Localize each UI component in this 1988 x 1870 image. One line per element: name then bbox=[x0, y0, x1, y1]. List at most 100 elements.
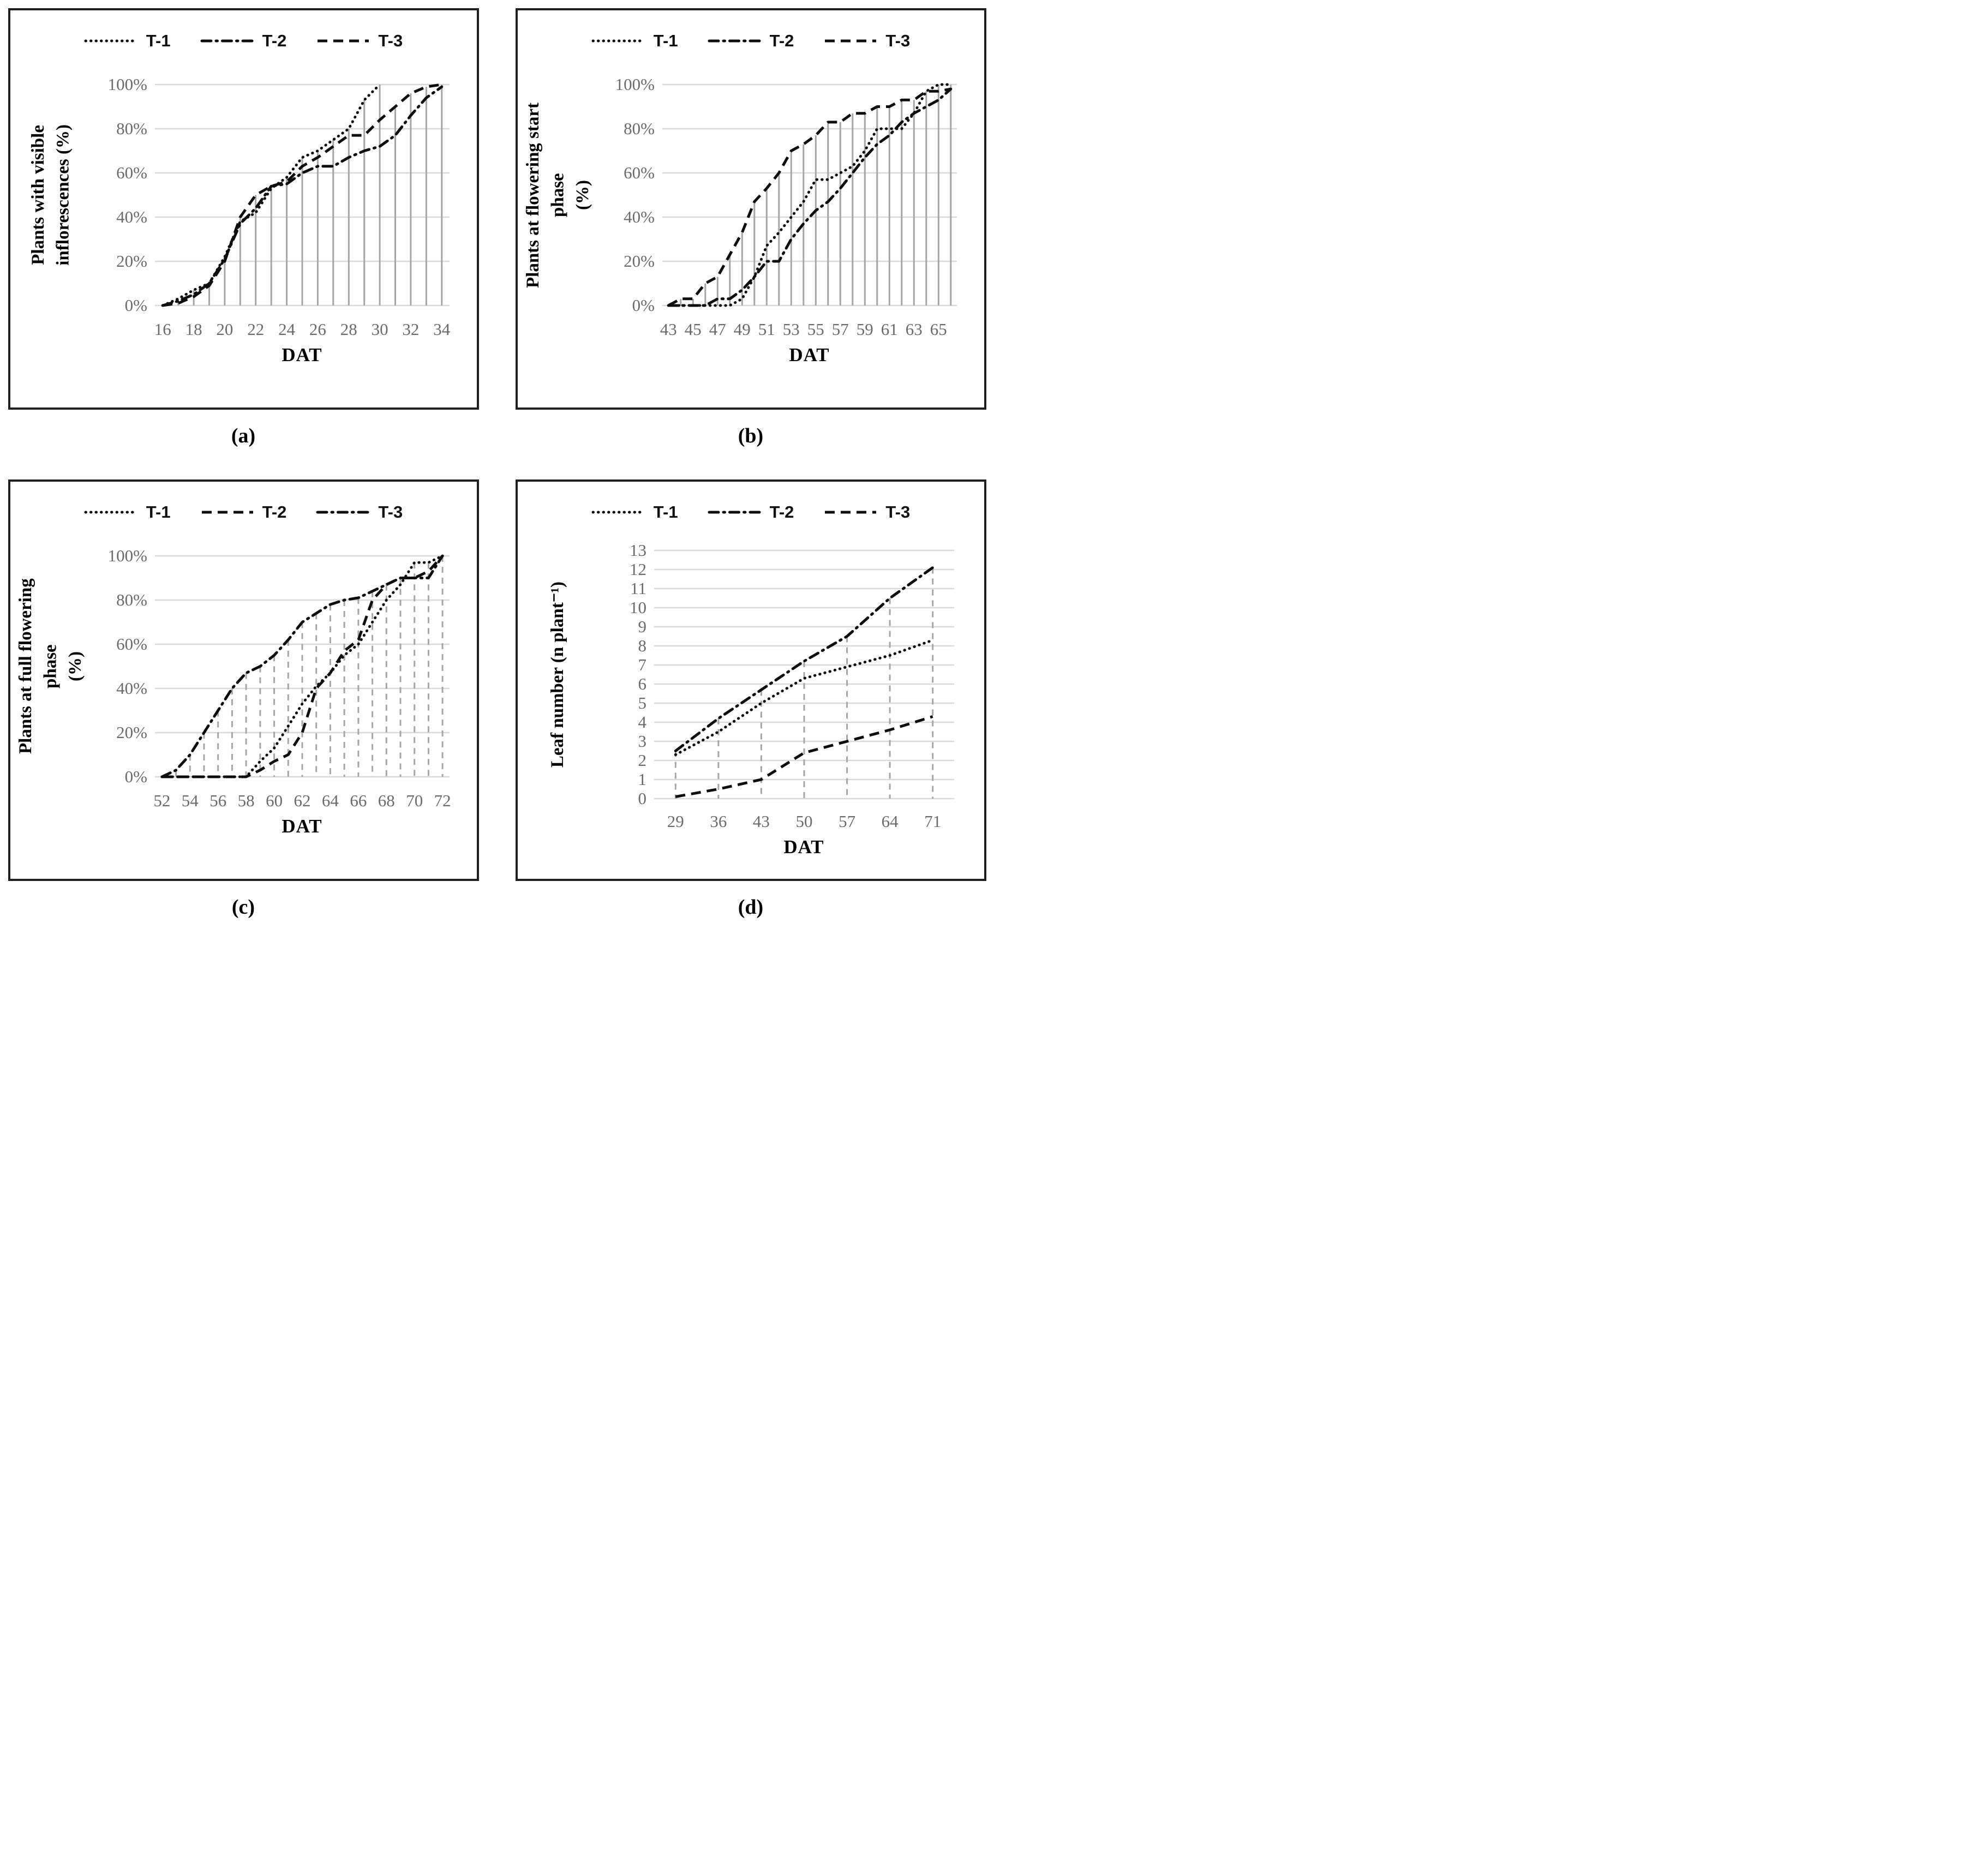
svg-text:64: 64 bbox=[321, 791, 339, 810]
svg-text:55: 55 bbox=[807, 320, 824, 339]
svg-text:100%: 100% bbox=[107, 75, 147, 94]
svg-text:49: 49 bbox=[733, 320, 750, 339]
y-axis-title-wrap: Plants at full flowering phase (%) bbox=[10, 556, 92, 777]
svg-text:45: 45 bbox=[684, 320, 701, 339]
legend-line-t1-icon bbox=[84, 511, 139, 514]
svg-text:59: 59 bbox=[856, 320, 873, 339]
legend-label: T-2 bbox=[262, 502, 287, 522]
svg-text:6: 6 bbox=[638, 674, 646, 693]
legend-item-t2: T-2 bbox=[708, 502, 794, 522]
y-axis-title-wrap: Plants with visible inflorescences (%) bbox=[10, 85, 92, 305]
figure-cell-a: T-1 T-2 T-3 Plants with visible inflores… bbox=[8, 8, 479, 480]
y-axis-title: Plants at flowering start phase (%) bbox=[521, 85, 596, 305]
svg-text:28: 28 bbox=[340, 320, 357, 339]
svg-text:26: 26 bbox=[309, 320, 326, 339]
y-axis-title-line: Plants at flowering start phase bbox=[523, 102, 568, 288]
svg-text:80%: 80% bbox=[116, 590, 147, 609]
x-axis-title: DAT bbox=[789, 344, 830, 365]
svg-text:100%: 100% bbox=[107, 546, 147, 565]
y-axis-title-wrap: Leaf number (n plant⁻¹) bbox=[520, 550, 596, 799]
legend-item-t2: T-2 bbox=[200, 31, 287, 51]
svg-text:47: 47 bbox=[709, 320, 726, 339]
legend-label: T-3 bbox=[885, 502, 911, 522]
y-axis-title-line: Plants at full flowering phase bbox=[16, 578, 61, 754]
svg-text:65: 65 bbox=[930, 320, 947, 339]
legend-item-t3: T-3 bbox=[316, 31, 403, 51]
svg-text:40%: 40% bbox=[116, 207, 147, 226]
legend-label: T-2 bbox=[262, 31, 287, 50]
legend-item-t1: T-1 bbox=[591, 31, 678, 51]
legend-line-t3-icon bbox=[825, 511, 877, 514]
svg-text:0%: 0% bbox=[632, 296, 654, 315]
svg-text:40%: 40% bbox=[116, 679, 147, 698]
panel-caption: (c) bbox=[231, 896, 255, 919]
svg-text:63: 63 bbox=[905, 320, 922, 339]
svg-text:0%: 0% bbox=[124, 767, 147, 786]
svg-text:13: 13 bbox=[630, 541, 646, 560]
x-axis-title: DAT bbox=[783, 836, 824, 858]
legend-item-t3: T-3 bbox=[823, 31, 910, 51]
svg-text:5: 5 bbox=[638, 693, 646, 712]
svg-text:40%: 40% bbox=[624, 207, 655, 226]
svg-text:61: 61 bbox=[881, 320, 897, 339]
svg-text:22: 22 bbox=[247, 320, 264, 339]
legend-label: T-2 bbox=[769, 31, 794, 50]
legend-item-t1: T-1 bbox=[84, 502, 171, 522]
legend-label: T-1 bbox=[146, 31, 171, 50]
svg-text:12: 12 bbox=[630, 560, 646, 579]
svg-text:57: 57 bbox=[839, 812, 855, 831]
y-axis-title-line: (%) bbox=[573, 180, 593, 210]
y-axis-title: Plants with visible inflorescences (%) bbox=[26, 124, 76, 266]
svg-text:9: 9 bbox=[638, 617, 646, 636]
svg-text:71: 71 bbox=[924, 812, 941, 831]
svg-text:11: 11 bbox=[630, 579, 646, 598]
svg-text:20%: 20% bbox=[624, 251, 655, 271]
legend: T-1 T-2 T-3 bbox=[10, 502, 477, 522]
svg-text:80%: 80% bbox=[624, 119, 655, 138]
x-axis-title: DAT bbox=[282, 816, 322, 837]
panel-caption: (b) bbox=[738, 424, 764, 447]
svg-text:50: 50 bbox=[795, 812, 812, 831]
svg-text:32: 32 bbox=[402, 320, 419, 339]
legend: T-1 T-2 T-3 bbox=[518, 31, 984, 51]
svg-text:20: 20 bbox=[216, 320, 233, 339]
y-axis-title-wrap: Plants at flowering start phase (%) bbox=[518, 85, 600, 305]
legend-line-t1-icon bbox=[591, 511, 646, 514]
svg-text:60: 60 bbox=[266, 791, 283, 810]
y-axis-title-line: Leaf number (n plant⁻¹) bbox=[547, 581, 567, 768]
svg-text:10: 10 bbox=[630, 598, 646, 617]
svg-text:57: 57 bbox=[831, 320, 848, 339]
svg-text:20%: 20% bbox=[116, 723, 147, 742]
svg-text:72: 72 bbox=[434, 791, 451, 810]
svg-text:18: 18 bbox=[185, 320, 202, 339]
figure-cell-c: T-1 T-2 T-3 Plants at full flowering pha… bbox=[8, 480, 479, 951]
svg-text:1: 1 bbox=[638, 770, 646, 789]
legend-label: T-1 bbox=[146, 502, 171, 522]
legend: T-1 T-2 T-3 bbox=[518, 502, 984, 522]
svg-text:54: 54 bbox=[181, 791, 199, 810]
y-axis-title-line: (%) bbox=[65, 651, 86, 681]
legend-label: T-2 bbox=[769, 502, 794, 522]
legend-label: T-1 bbox=[653, 502, 678, 522]
svg-text:20%: 20% bbox=[116, 251, 147, 271]
svg-text:7: 7 bbox=[638, 655, 646, 674]
legend-line-t2-icon bbox=[201, 511, 253, 514]
svg-text:36: 36 bbox=[710, 812, 727, 831]
svg-text:43: 43 bbox=[752, 812, 769, 831]
legend-label: T-3 bbox=[378, 31, 403, 50]
legend-label: T-3 bbox=[885, 31, 911, 50]
svg-text:24: 24 bbox=[278, 320, 295, 339]
legend-line-t1-icon bbox=[591, 39, 646, 43]
svg-text:16: 16 bbox=[154, 320, 171, 339]
legend-item-t3: T-3 bbox=[316, 502, 403, 522]
svg-text:34: 34 bbox=[433, 320, 451, 339]
y-axis-title-line: inflorescences (%) bbox=[53, 124, 73, 266]
legend-line-t3-icon bbox=[318, 39, 369, 43]
y-axis-title: Plants at full flowering phase (%) bbox=[14, 556, 88, 777]
legend-label: T-1 bbox=[653, 31, 678, 50]
svg-text:30: 30 bbox=[371, 320, 388, 339]
svg-text:66: 66 bbox=[350, 791, 367, 810]
panel-a: T-1 T-2 T-3 Plants with visible inflores… bbox=[8, 8, 479, 410]
svg-text:29: 29 bbox=[667, 812, 684, 831]
